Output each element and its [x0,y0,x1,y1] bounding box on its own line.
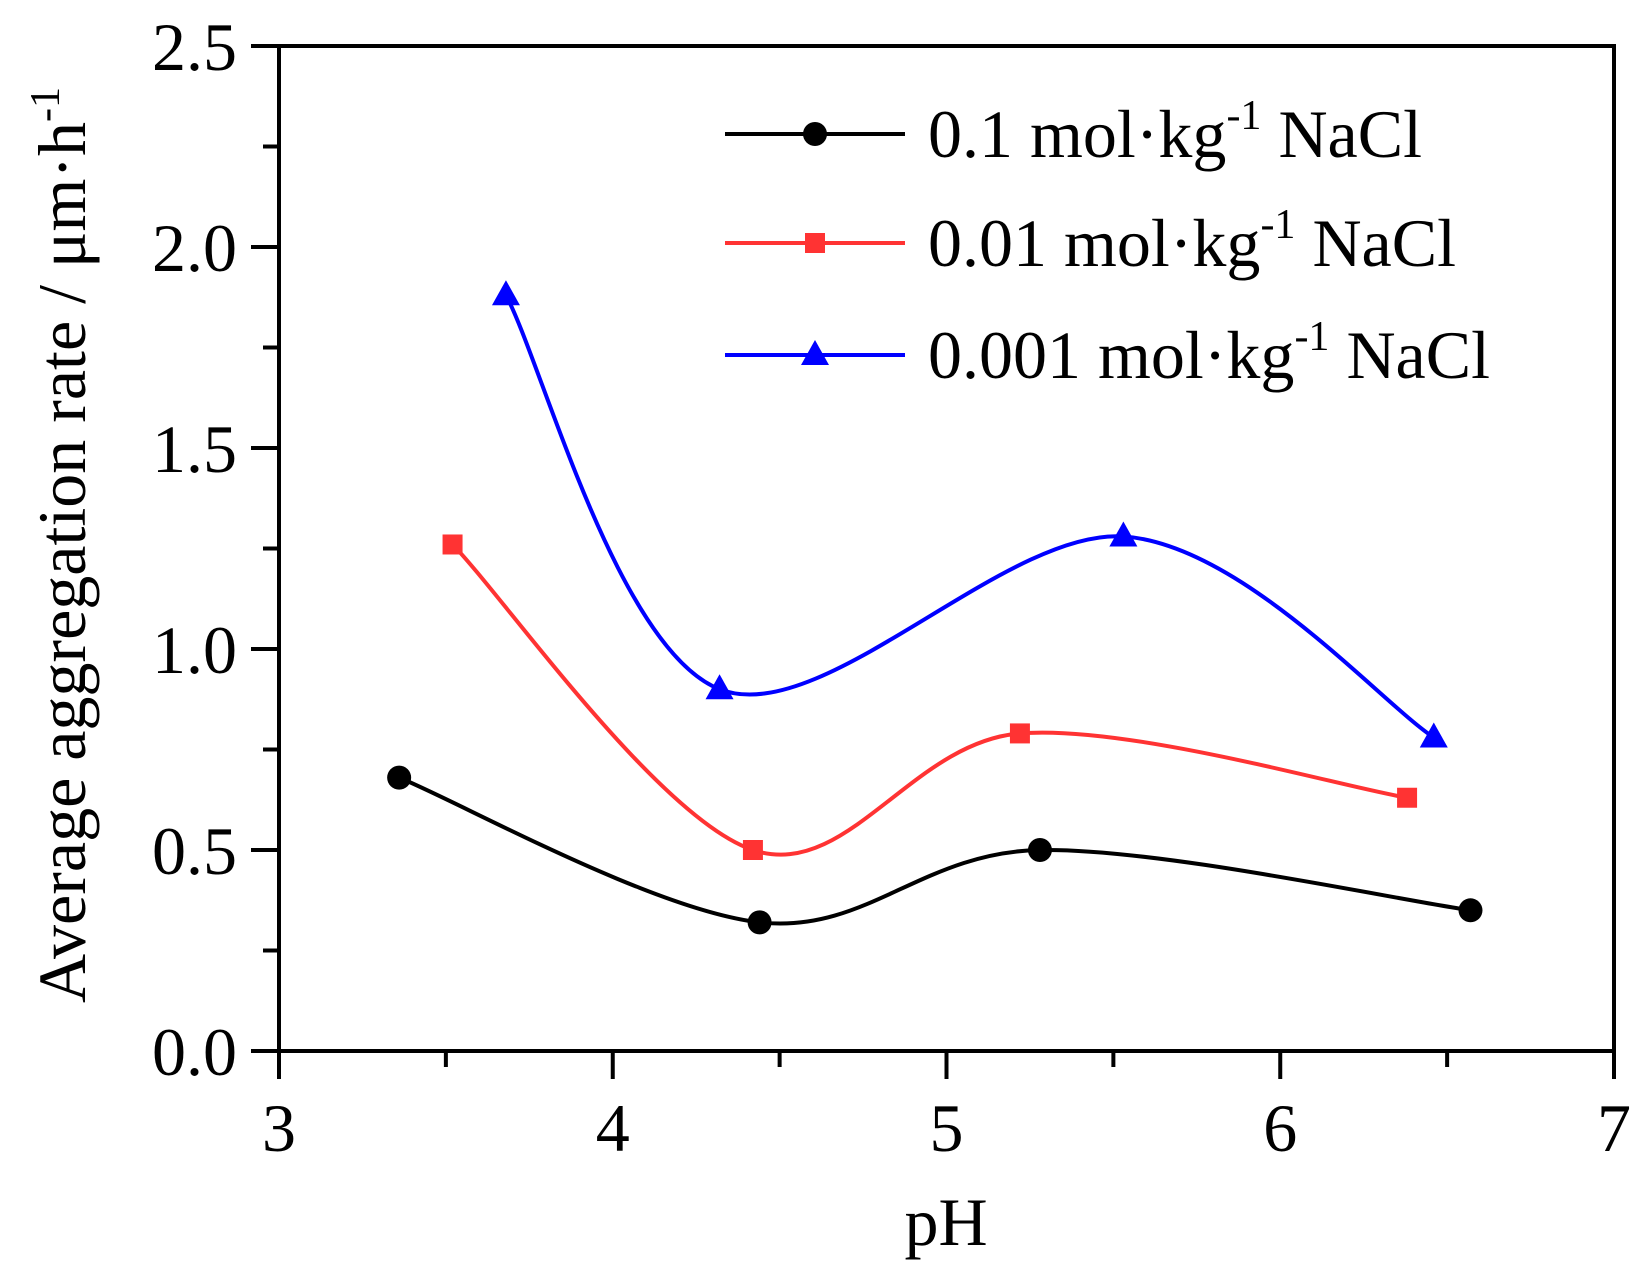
legend-marker-series-3 [801,340,829,365]
data-point-series-3 [1109,521,1138,547]
legend-marker-series-1 [803,122,827,146]
data-point-series-1 [387,765,412,790]
y-axis-title: Average aggregation rate / μm·h-1 [23,87,100,1003]
data-point-series-3 [491,280,520,306]
x-axis-title: pH [904,1184,987,1260]
data-point-series-3 [705,674,734,700]
x-tick-label: 5 [930,1090,964,1166]
y-axis: 0.0 0.5 1.0 1.5 2.0 2.5 [152,9,279,1090]
series-line-1 [398,775,1471,926]
y-tick-label: 0.5 [152,813,237,889]
data-point-series-3 [1419,722,1448,748]
series-layer [387,280,1483,935]
x-tick-label: 3 [262,1090,296,1166]
x-tick-label: 7 [1597,1090,1631,1166]
x-axis: 3 4 5 6 7 [262,1051,1631,1166]
legend-marker-series-2 [805,233,825,253]
data-point-series-1 [747,910,772,935]
data-point-series-1 [1027,838,1052,862]
legend-label-series-3: 0.001 mol·kg-1 NaCl [928,314,1490,393]
data-point-series-2 [742,840,763,860]
legend: 0.1 mol·kg-1 NaCl 0.01 mol·kg-1 NaCl 0.0… [725,93,1490,393]
data-point-series-2 [442,534,463,555]
data-point-series-2 [1009,723,1030,744]
y-tick-label: 1.5 [152,411,237,487]
y-tick-label: 0.0 [152,1014,237,1090]
y-tick-label: 2.0 [152,210,237,286]
data-point-series-1 [1458,898,1483,923]
legend-item-series-2: 0.01 mol·kg-1 NaCl [725,202,1456,281]
x-tick-label: 6 [1263,1090,1297,1166]
legend-label-series-2: 0.01 mol·kg-1 NaCl [928,202,1456,281]
legend-label-series-1: 0.1 mol·kg-1 NaCl [928,93,1422,172]
y-tick-label: 2.5 [152,9,237,85]
data-point-series-2 [1397,787,1418,808]
series-line-3 [504,294,1435,740]
legend-item-series-1: 0.1 mol·kg-1 NaCl [725,93,1422,172]
legend-item-series-3: 0.001 mol·kg-1 NaCl [725,314,1490,393]
series-line-2 [451,543,1408,857]
y-tick-label: 1.0 [152,612,237,688]
x-tick-label: 4 [596,1090,630,1166]
